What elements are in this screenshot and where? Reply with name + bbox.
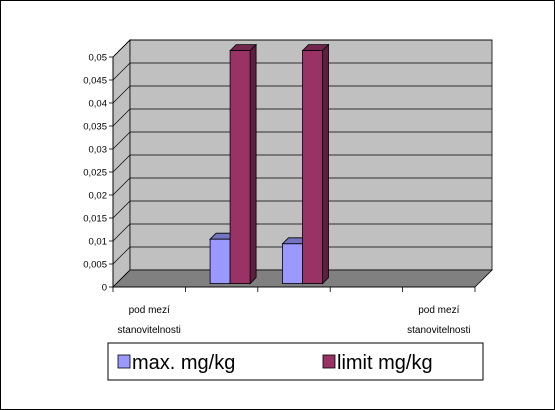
y-axis: 0 0,005 0,01 0,015 0,02 0,025 0,03 0,035 0,04 0,0… [83, 53, 114, 294]
bars [209, 43, 330, 285]
y-tick-label: 0,035 [83, 122, 107, 133]
bar-side [249, 43, 257, 285]
gridline [112, 177, 492, 196]
y-tick-label: 0,01 [89, 237, 108, 248]
bar-limit [229, 43, 258, 285]
x-tick-label: stanovitelnosti [118, 325, 181, 336]
x-tick-label: stanovitelnosti [407, 325, 470, 336]
y-tick-label: 0,045 [83, 76, 107, 87]
gridline [112, 108, 492, 127]
gridline [112, 131, 492, 150]
gridline [112, 246, 492, 265]
bar-front [229, 50, 251, 284]
gridlines [112, 39, 492, 265]
gridline [112, 223, 492, 242]
y-tick-label: 0,05 [89, 53, 108, 64]
y-tick-label: 0,025 [83, 168, 107, 179]
bar-front [209, 238, 231, 284]
y-tick-label: 0,005 [83, 260, 107, 271]
y-tick-label: 0,03 [89, 145, 108, 156]
gridline [112, 62, 492, 81]
x-tick-label: pod mezí [129, 305, 170, 316]
legend: max. mg/kg limit mg/kg [107, 342, 484, 381]
gridline [112, 85, 492, 104]
legend-label: limit mg/kg [337, 352, 433, 374]
y-tick-label: 0,04 [89, 99, 108, 110]
legend-swatch [117, 354, 131, 369]
bar-front [282, 243, 303, 285]
y-tick-label: 0,015 [83, 214, 107, 225]
y-tick-label: 0,02 [89, 191, 108, 202]
gridline [112, 154, 492, 173]
x-tick-label: pod mezí [418, 305, 459, 316]
legend-box [107, 342, 484, 381]
bar-side [322, 43, 329, 285]
y-tick-label: 0 [102, 283, 107, 294]
gridline [112, 200, 492, 219]
x-axis: pod mezí stanovitelnosti pod mezí stanovite… [112, 286, 476, 336]
gridline [112, 39, 492, 58]
legend-swatch [322, 354, 336, 369]
bar-limit [301, 43, 330, 285]
legend-label: max. mg/kg [132, 352, 235, 374]
bar-front [302, 50, 323, 284]
